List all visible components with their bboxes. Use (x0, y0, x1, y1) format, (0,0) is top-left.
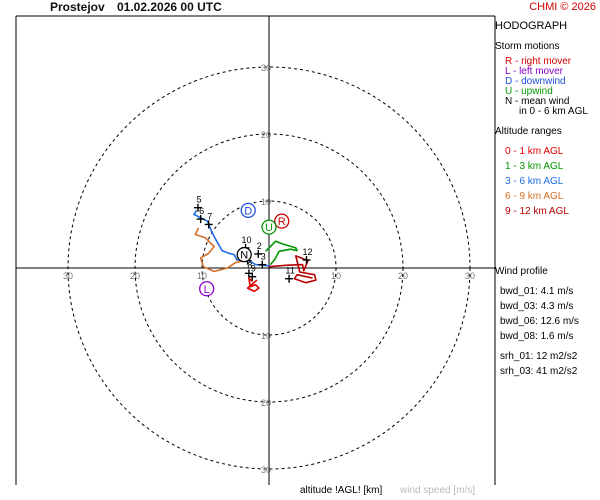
wind-profile-item: bwd_03: 4.3 m/s (500, 301, 574, 312)
storm-legend-item: U - upwind (505, 86, 553, 97)
storm-legend-item: R - right mover (505, 56, 572, 67)
tick-label-west: 10 (197, 271, 207, 281)
altitude-label: 7 (207, 211, 212, 221)
tick-label-east: 10 (331, 271, 341, 281)
storm-marker-l (199, 281, 215, 297)
station-name: Prostejov (50, 0, 105, 14)
wind-profile-item: bwd_08: 1.6 m/s (500, 331, 574, 342)
storm-marker-label: U (265, 222, 273, 234)
hodograph-series-0 (246, 277, 260, 293)
tick-label-north: 10 (261, 197, 271, 207)
wind-profile-title: Wind profile (495, 266, 548, 277)
wind-profile-item: bwd_01: 4.1 m/s (500, 286, 574, 297)
hodograph-title: HODOGRAPH (495, 20, 568, 32)
altitude-ranges-title: Altitude ranges (495, 126, 562, 137)
storm-marker-label: R (278, 216, 286, 228)
storm-motions-title: Storm motions (495, 41, 560, 52)
header: Prostejov 01.02.2026 00 UTC CHMI © 2026 (0, 0, 600, 16)
altitude-label: 6 (199, 206, 204, 216)
altitude-label: 5 (196, 195, 201, 205)
hodograph-series-1 (265, 240, 298, 266)
altitude-label: 3 (261, 252, 266, 262)
tick-label-west: 20 (130, 271, 140, 281)
storm-marker-u (261, 219, 277, 235)
storm-marker-label: N (240, 250, 248, 262)
altitude-legend-item: 9 - 12 km AGL (505, 206, 569, 217)
altitude-legend-item: 3 - 6 km AGL (505, 176, 564, 187)
tick-label-south: 30 (261, 465, 271, 475)
tick-label-west: 30 (63, 271, 73, 281)
altitude-legend-item: 1 - 3 km AGL (505, 161, 564, 172)
footer: altitude !AGL! [km] wind speed [m/s] (0, 485, 600, 500)
forecast-time: 01.02.2026 00 UTC (117, 0, 222, 14)
altitude-unit-label: altitude !AGL! [km] (300, 485, 383, 496)
storm-legend-item: L - left mover (505, 66, 563, 77)
wind-profile-item: bwd_06: 12.6 m/s (500, 316, 579, 327)
altitude-label: 12 (303, 247, 313, 257)
tick-label-south: 10 (261, 331, 271, 341)
wind-speed-unit-label: wind speed [m/s] (400, 485, 476, 496)
hodograph-series-3 (194, 227, 248, 273)
altitude-label: 9 (251, 264, 256, 274)
tick-label-east: 20 (398, 271, 408, 281)
storm-marker-r (274, 213, 290, 229)
altitude-label: 8 (247, 260, 252, 270)
tick-label-south: 20 (261, 398, 271, 408)
hodograph-series-4 (268, 255, 317, 284)
tick-label-north: 30 (261, 63, 271, 73)
altitude-legend-item: 6 - 9 km AGL (505, 191, 564, 202)
storm-marker-n (236, 246, 252, 263)
storm-legend-item: N - mean wind (505, 96, 570, 107)
wind-profile-item: srh_01: 12 m2/s2 (500, 351, 578, 362)
altitude-legend-item: 0 - 1 km AGL (505, 146, 564, 157)
storm-marker-label: L (204, 284, 210, 296)
tick-label-north: 20 (261, 130, 271, 140)
tick-label-east: 30 (465, 271, 475, 281)
altitude-label: 2 (257, 241, 262, 251)
storm-marker-label: D (244, 205, 252, 217)
wind-profile-item: srh_03: 41 m2/s2 (500, 366, 578, 377)
altitude-label: 10 (242, 235, 252, 245)
legend-panel: HODOGRAPH Storm motions R - right mover … (495, 20, 600, 480)
storm-marker-d (240, 202, 256, 219)
credit-label: CHMI © 2026 (529, 1, 596, 13)
altitude-label: 11 (285, 266, 294, 276)
storm-legend-item: D - downwind (505, 76, 566, 87)
storm-legend-item: in 0 - 6 km AGL (519, 106, 588, 117)
